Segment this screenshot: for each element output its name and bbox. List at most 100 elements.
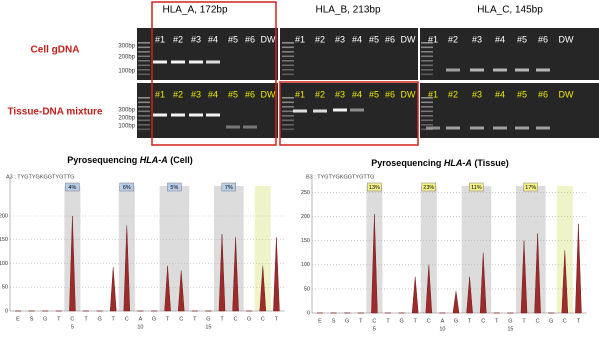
dispensation-label: G [549,318,553,324]
gel-images: #1 #2 #3 #4 #5 #6 DW #1 #2 #3 #4 #5 #6 DW #1 #2 #3 #4 #5 #6… [118,28,599,138]
gel-background [280,28,418,80]
dispensation-label: A [441,318,445,324]
lane-label: #1 [295,34,305,44]
lane-label: #5 [228,34,238,44]
dispensation-label: G [152,316,156,322]
dispensation-label: C [261,316,265,322]
dispensation-label: C [372,318,376,324]
ladder-band [421,97,433,99]
y-tick-label: 0 [307,310,310,316]
title-gene: HLA-A [444,158,472,168]
dna-band [189,113,203,117]
lane-label: #3 [191,34,201,44]
lane-label: #4 [495,89,505,99]
dna-band [470,68,484,72]
dispensation-label: E [16,316,20,322]
methylation-box [167,182,182,192]
methylation-label: 4% [68,185,76,191]
ladder-band [421,106,433,108]
dna-band [243,125,257,129]
gel-title: HLA_B, 213bp [315,5,380,16]
ladder-band [138,106,150,108]
peak [466,276,473,314]
ladder-band [282,55,294,58]
lane-label: #1 [295,89,305,99]
lane-label: #3 [335,34,345,44]
peak [273,237,280,312]
peak [109,267,117,312]
gel-title: HLA_A, 172bp [162,5,227,16]
peak [534,233,541,314]
dna-band [333,108,347,112]
y-tick-label: 50 [2,285,8,291]
dna-band [226,125,240,129]
marker-label: 300bp [118,44,135,50]
position-label: 5 [373,326,376,332]
ladder-band [138,101,150,104]
title-text: (Tissue) [474,158,508,168]
lane-label: #6 [538,34,548,44]
ladder-band [138,124,150,126]
dispensation-label: A [139,316,143,322]
lane-label: #1 [428,89,438,99]
ladder-band [282,106,294,108]
lane-label: #1 [155,34,165,44]
y-tick-label: 200 [301,214,310,220]
sequence-label: A3 : TYGTYGKGGTYGTTG [6,174,74,180]
dispensation-label: T [112,316,116,322]
position-label: 10 [439,326,445,332]
lane-label: #2 [315,34,325,44]
dispensation-label: T [386,318,390,324]
marker-label: 100bp [118,69,135,75]
y-tick-label: 150 [301,238,310,244]
ladder-band [282,97,294,99]
dispensation-label: T [84,316,88,322]
lane-label: #4 [208,89,218,99]
methylation-label: 23% [423,185,434,191]
lane-label: DW [261,34,276,44]
methylation-label: 7% [225,185,233,191]
methylation-box [469,182,484,192]
ladder-band [421,119,433,122]
ladder-band [421,51,433,53]
ladder-band [138,69,150,71]
dispensation-label: G [43,316,47,322]
dispensation-label: T [522,318,526,324]
ladder-band [138,115,150,117]
peak [479,252,487,314]
gel-background [137,83,278,138]
title-text: Pyrosequencing [67,155,137,165]
peak [232,237,239,312]
dispensation-label: S [30,316,34,322]
ladder-band [421,60,433,62]
dispensation-label: C [179,316,183,322]
dispensation-label: T [414,318,418,324]
ladder-band [282,60,294,62]
dna-band [470,126,484,130]
lane-label: DW [559,34,574,44]
ladder-band [138,64,150,67]
ladder-band [282,46,294,49]
methylation-box [367,182,382,192]
peak [561,250,569,314]
dispensation-label: G [247,316,251,322]
pyrogram-title: Pyrosequencing HLA-A (Tissue) [371,158,508,168]
dna-band [171,113,185,117]
lane-label: #6 [385,34,395,44]
ladder-band [282,115,294,117]
peak [259,265,267,312]
dna-band [515,126,529,130]
methylation-box [221,182,237,192]
methylation-box [523,182,538,192]
dispensation-label: T [495,318,499,324]
dispensation-label: T [359,318,363,324]
dispensation-label: C [427,318,431,324]
ladder-band [282,124,294,126]
dna-band [493,68,507,72]
lane-label: #3 [472,89,482,99]
ladder-band [138,55,150,58]
ladder-band [421,101,433,104]
lane-label: #2 [448,89,458,99]
dispensation-label: S [332,318,336,324]
y-tick-label: 100 [0,261,8,267]
